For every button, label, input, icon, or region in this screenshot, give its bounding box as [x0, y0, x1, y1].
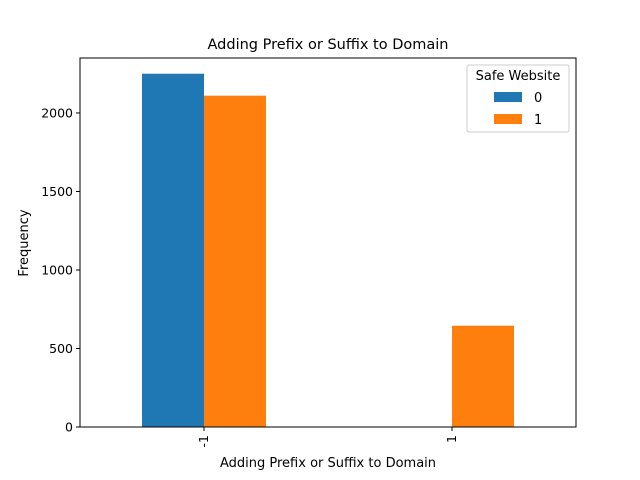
- chart-title: Adding Prefix or Suffix to Domain: [208, 37, 449, 53]
- legend: Safe Website 0 1: [466, 64, 570, 133]
- x-tick-label: -1: [196, 435, 211, 447]
- x-axis: -1 1: [196, 427, 459, 447]
- legend-swatch-0: [494, 92, 522, 102]
- legend-title: Safe Website: [476, 69, 561, 84]
- plot-frame: [79, 57, 577, 428]
- y-tick-label: 2000: [41, 105, 73, 120]
- y-axis-label: Frequency: [17, 209, 32, 276]
- bar-series-1-cat--1: [204, 95, 266, 427]
- y-axis: 0 500 1000 1500 2000: [41, 105, 80, 435]
- bar-series-0-cat--1: [142, 73, 204, 428]
- legend-label-0: 0: [534, 91, 542, 106]
- legend-label-1: 1: [534, 113, 542, 128]
- x-tick-label: 1: [444, 435, 459, 443]
- y-tick-label: 0: [65, 420, 73, 435]
- y-tick-label: 1000: [41, 262, 73, 277]
- y-tick-label: 500: [49, 341, 73, 356]
- legend-swatch-1: [494, 114, 522, 124]
- x-axis-label: Adding Prefix or Suffix to Domain: [220, 456, 436, 471]
- bar-series-1-cat-1: [452, 325, 514, 427]
- bars: [142, 73, 514, 428]
- y-tick-label: 1500: [41, 184, 73, 199]
